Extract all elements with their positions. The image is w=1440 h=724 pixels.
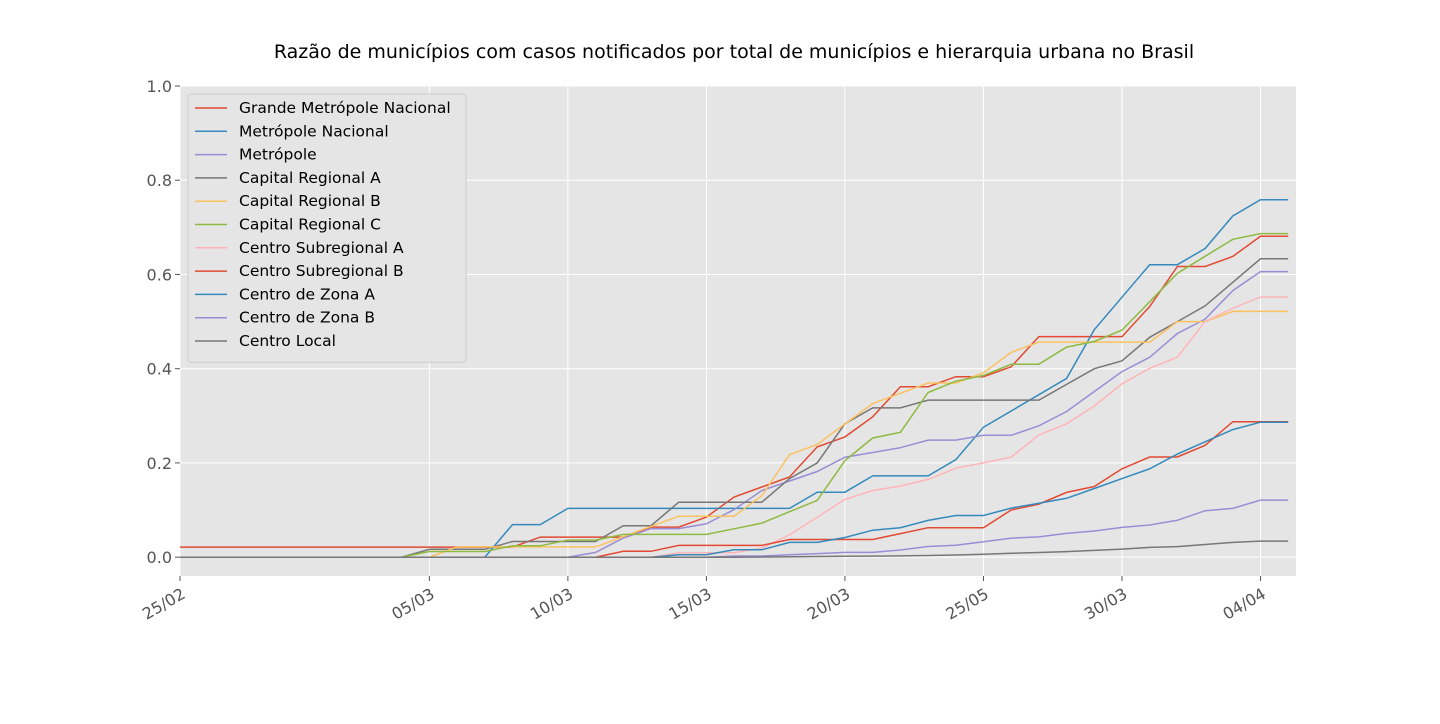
legend: Grande Metrópole Nacional Metrópole Nacio… — [187, 93, 467, 363]
legend-label: Capital Regional C — [239, 216, 381, 234]
legend-label: Metrópole — [239, 146, 317, 164]
legend-label: Metrópole Nacional — [239, 122, 389, 140]
chart-title: Razão de municípios com casos notificado… — [274, 41, 1194, 63]
x-tick-label: 30/03 — [1081, 584, 1130, 624]
y-tick-label: 1.0 — [147, 77, 172, 96]
legend-label: Capital Regional A — [239, 169, 381, 187]
legend-box — [187, 93, 467, 363]
x-tick-label: 15/03 — [665, 584, 714, 624]
series-line-11 — [180, 540, 1289, 558]
y-tick-label: 0.4 — [147, 360, 172, 379]
series-line-1 — [180, 235, 1289, 548]
x-tick-label: 25/05 — [942, 584, 991, 624]
x-tick-label: 25/02 — [139, 584, 188, 624]
x-tick-label: 10/03 — [527, 584, 576, 624]
x-tick-label: 20/03 — [804, 584, 853, 624]
x-tick-label: 04/04 — [1219, 584, 1268, 624]
series-lines — [180, 198, 1289, 558]
legend-label: Capital Regional B — [239, 192, 381, 210]
legend-label: Grande Metrópole Nacional — [239, 99, 451, 117]
legend-label: Centro Local — [239, 332, 336, 350]
legend-label: Centro Subregional B — [239, 262, 404, 280]
legend-label: Centro de Zona B — [239, 309, 375, 327]
y-tick-label: 0.0 — [147, 548, 172, 567]
x-tick-label: 05/03 — [388, 584, 437, 624]
y-tick-label: 0.8 — [147, 171, 172, 190]
y-tick-label: 0.6 — [147, 265, 172, 284]
y-tick-label: 0.2 — [147, 454, 172, 473]
legend-label: Centro Subregional A — [239, 239, 404, 257]
legend-label: Centro de Zona A — [239, 285, 375, 303]
